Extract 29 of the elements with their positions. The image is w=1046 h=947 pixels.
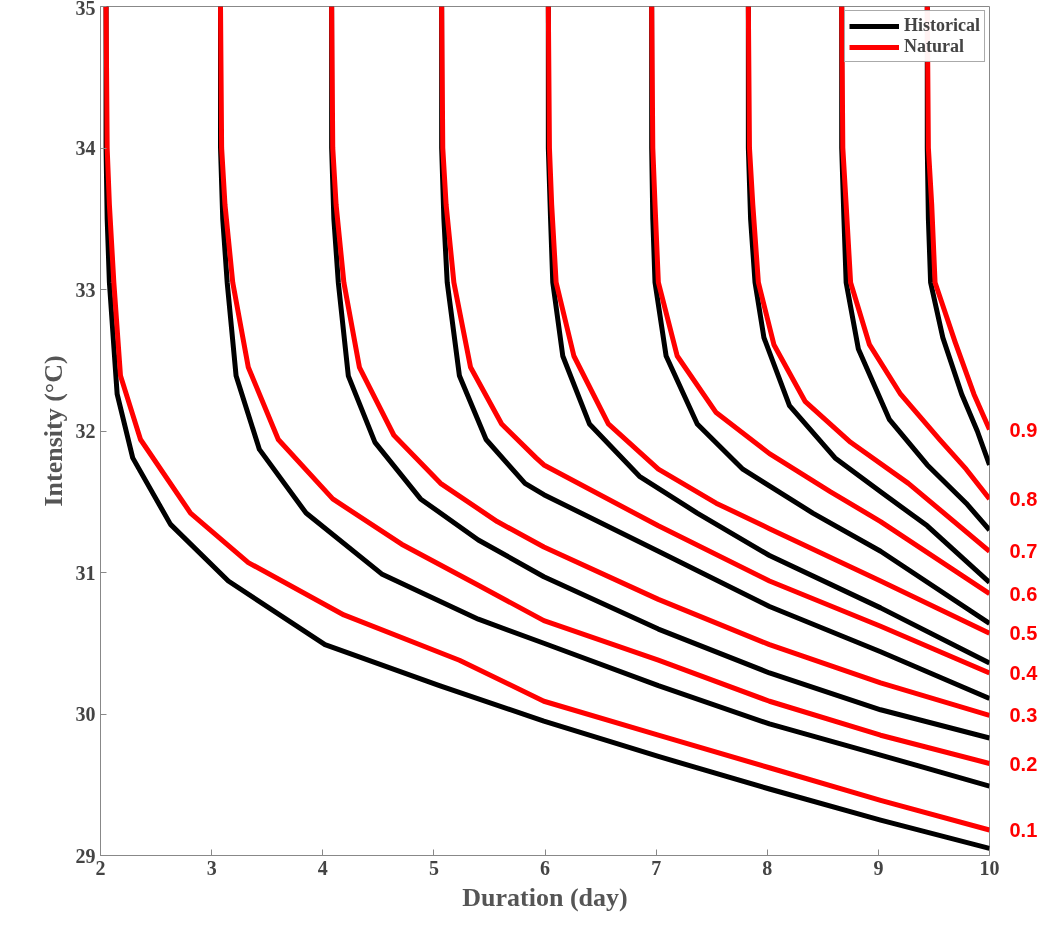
x-tick-label: 6 — [540, 856, 550, 879]
text: 0.2 — [1009, 752, 1038, 775]
legend-label: Natural — [904, 36, 965, 57]
y-tick-label: 29 — [75, 844, 96, 867]
text: 0.5 — [1009, 622, 1038, 645]
y-tick-label: 30 — [75, 703, 96, 725]
x-tick-label: 7 — [651, 856, 662, 879]
text: 0.7 — [1009, 540, 1038, 563]
y-tick-label: 35 — [75, 0, 96, 19]
y-axis-title: Intensity (°C) — [38, 355, 68, 507]
y-tick-label: 32 — [75, 420, 96, 442]
text: 0.1 — [1009, 819, 1038, 842]
y-tick-label: 34 — [75, 137, 96, 159]
x-tick-label: 5 — [428, 856, 439, 879]
x-axis-title: Duration (day) — [462, 882, 628, 912]
text: 0.4 — [1009, 661, 1039, 684]
y-tick-label: 31 — [75, 561, 96, 584]
x-tick-label: 10 — [979, 856, 1000, 879]
x-tick-label: 8 — [762, 856, 773, 879]
y-tick-label: 33 — [75, 278, 96, 301]
x-tick-label: 2 — [95, 856, 106, 879]
legend-label: Historical — [904, 15, 980, 36]
text: 0.8 — [1009, 487, 1038, 510]
x-tick-label: 9 — [873, 856, 884, 879]
x-tick-label: 4 — [317, 856, 328, 879]
text: 0.9 — [1009, 418, 1038, 441]
x-tick-label: 3 — [206, 856, 217, 879]
text: 0.6 — [1009, 582, 1038, 605]
text: 0.3 — [1009, 704, 1038, 727]
